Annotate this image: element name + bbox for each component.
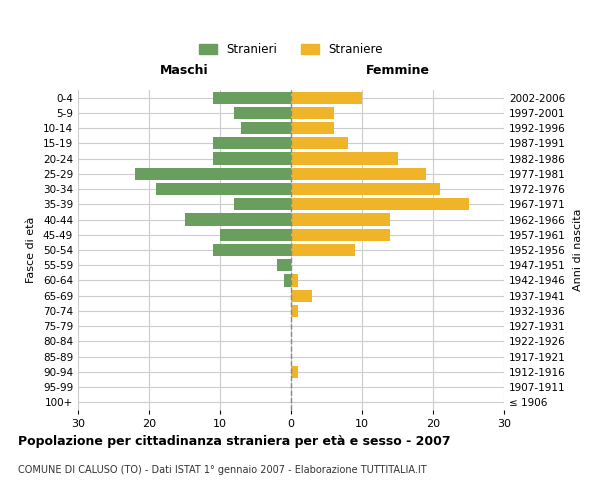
- Text: Popolazione per cittadinanza straniera per età e sesso - 2007: Popolazione per cittadinanza straniera p…: [18, 435, 451, 448]
- Bar: [291, 228, 391, 241]
- Bar: [291, 183, 440, 195]
- Bar: [291, 305, 298, 317]
- Bar: [291, 152, 398, 164]
- Bar: [291, 168, 426, 180]
- Bar: [291, 198, 469, 210]
- Y-axis label: Anni di nascita: Anni di nascita: [572, 209, 583, 291]
- Bar: [291, 107, 334, 119]
- Bar: [213, 92, 291, 104]
- Legend: Stranieri, Straniere: Stranieri, Straniere: [194, 38, 388, 60]
- Bar: [291, 214, 391, 226]
- Bar: [291, 366, 298, 378]
- Bar: [291, 137, 348, 149]
- Bar: [213, 137, 291, 149]
- Bar: [156, 183, 291, 195]
- Bar: [220, 228, 291, 241]
- Bar: [135, 168, 291, 180]
- Text: COMUNE DI CALUSO (TO) - Dati ISTAT 1° gennaio 2007 - Elaborazione TUTTITALIA.IT: COMUNE DI CALUSO (TO) - Dati ISTAT 1° ge…: [18, 465, 427, 475]
- Bar: [185, 214, 291, 226]
- Text: Maschi: Maschi: [160, 64, 209, 77]
- Bar: [291, 244, 355, 256]
- Bar: [234, 198, 291, 210]
- Bar: [291, 290, 313, 302]
- Bar: [234, 107, 291, 119]
- Bar: [291, 92, 362, 104]
- Bar: [277, 259, 291, 272]
- Bar: [241, 122, 291, 134]
- Bar: [213, 244, 291, 256]
- Bar: [291, 122, 334, 134]
- Text: Femmine: Femmine: [365, 64, 430, 77]
- Bar: [284, 274, 291, 286]
- Y-axis label: Fasce di età: Fasce di età: [26, 217, 36, 283]
- Bar: [291, 274, 298, 286]
- Bar: [213, 152, 291, 164]
